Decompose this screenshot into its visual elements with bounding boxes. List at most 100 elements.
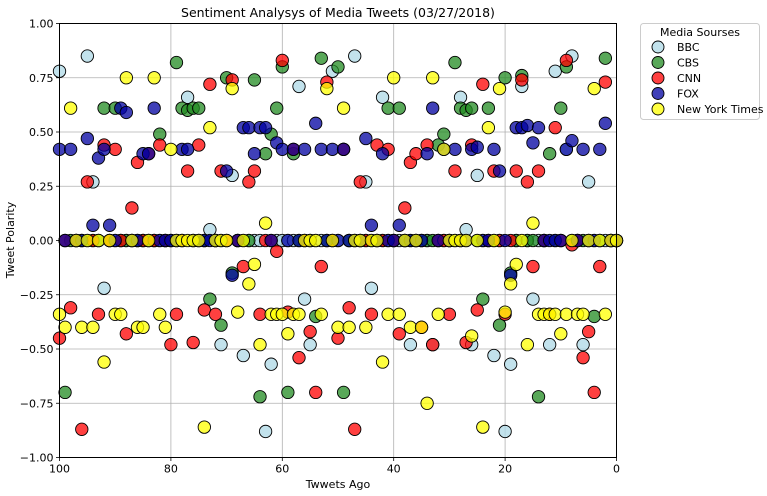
legend-item-bbc: BBC bbox=[651, 40, 700, 54]
point-bbc bbox=[364, 281, 379, 295]
legend-title: Media Sourses bbox=[660, 26, 740, 39]
point-cnn bbox=[236, 259, 250, 274]
legend-item-cnn: CNN bbox=[651, 71, 701, 85]
point-bbc bbox=[258, 424, 273, 439]
point-cnn bbox=[180, 164, 195, 178]
chart-title: Sentiment Analysys of Media Tweets (03/2… bbox=[181, 5, 495, 20]
point-bbc bbox=[487, 348, 501, 363]
point-fox bbox=[80, 131, 95, 146]
point-fox bbox=[147, 101, 161, 115]
point-cnn bbox=[587, 385, 601, 400]
legend-marker-cnn bbox=[651, 71, 665, 85]
point-new-york-times bbox=[426, 71, 440, 85]
point-new-york-times bbox=[403, 320, 418, 334]
point-cbs bbox=[203, 292, 217, 306]
point-cnn bbox=[448, 164, 462, 178]
point-fox bbox=[448, 142, 462, 157]
point-cnn bbox=[476, 77, 490, 91]
point-new-york-times bbox=[359, 320, 373, 334]
point-new-york-times bbox=[593, 233, 607, 248]
point-new-york-times bbox=[63, 101, 78, 115]
legend-item-cbs: CBS bbox=[651, 56, 699, 70]
point-new-york-times bbox=[114, 307, 128, 321]
point-new-york-times bbox=[565, 233, 579, 248]
point-new-york-times bbox=[242, 277, 256, 291]
legend-marker-cbs bbox=[651, 56, 665, 69]
point-fox bbox=[102, 218, 117, 232]
point-new-york-times bbox=[504, 277, 518, 291]
point-fox bbox=[258, 121, 273, 135]
point-new-york-times bbox=[119, 71, 133, 85]
point-cbs bbox=[554, 101, 568, 115]
point-cbs bbox=[531, 390, 546, 404]
point-cnn bbox=[63, 301, 78, 315]
point-bbc bbox=[303, 338, 317, 352]
point-cbs bbox=[281, 385, 295, 400]
point-cnn bbox=[247, 164, 262, 178]
point-fox bbox=[297, 142, 312, 157]
point-cnn bbox=[526, 259, 540, 274]
x-tick-label: 20 bbox=[498, 463, 512, 476]
point-new-york-times bbox=[158, 320, 172, 334]
point-new-york-times bbox=[554, 327, 568, 341]
y-axis-label: Tweet Polarity bbox=[4, 201, 17, 279]
point-bbc bbox=[498, 424, 512, 439]
point-cnn bbox=[342, 301, 356, 315]
point-cnn bbox=[582, 324, 596, 339]
point-fox bbox=[247, 147, 262, 161]
point-cnn bbox=[309, 385, 323, 400]
point-cnn bbox=[303, 324, 317, 339]
point-cnn bbox=[509, 164, 523, 178]
point-cbs bbox=[192, 101, 206, 115]
point-new-york-times bbox=[548, 307, 562, 321]
legend-label-bbc: BBC bbox=[677, 41, 700, 54]
point-bbc bbox=[297, 292, 312, 306]
point-fox bbox=[286, 142, 301, 157]
point-new-york-times bbox=[409, 233, 423, 248]
point-fox bbox=[309, 116, 323, 130]
point-cnn bbox=[192, 138, 206, 152]
point-fox bbox=[364, 218, 379, 232]
point-bbc bbox=[348, 49, 362, 63]
point-new-york-times bbox=[97, 355, 111, 369]
point-fox bbox=[281, 233, 295, 248]
point-new-york-times bbox=[431, 307, 445, 321]
point-cnn bbox=[275, 53, 289, 68]
point-cnn bbox=[531, 164, 546, 178]
point-bbc bbox=[292, 79, 306, 94]
point-new-york-times bbox=[136, 320, 150, 334]
point-cbs bbox=[392, 101, 406, 115]
point-cnn bbox=[426, 338, 440, 352]
point-fox bbox=[375, 147, 390, 161]
series-fox bbox=[52, 101, 624, 282]
point-fox bbox=[275, 142, 289, 157]
point-cbs bbox=[437, 127, 451, 141]
point-cbs bbox=[543, 147, 557, 161]
point-fox bbox=[593, 142, 607, 157]
point-cbs bbox=[498, 71, 512, 85]
point-fox bbox=[531, 121, 546, 135]
point-new-york-times bbox=[459, 233, 473, 248]
point-bbc bbox=[180, 90, 195, 104]
point-cnn bbox=[125, 201, 139, 215]
point-fox bbox=[97, 142, 111, 157]
point-new-york-times bbox=[392, 307, 406, 321]
point-cnn bbox=[593, 259, 607, 274]
point-new-york-times bbox=[576, 307, 590, 321]
point-new-york-times bbox=[219, 233, 234, 248]
legend-label-cnn: CNN bbox=[677, 72, 701, 85]
point-cbs bbox=[381, 101, 395, 115]
point-new-york-times bbox=[342, 320, 356, 334]
point-new-york-times bbox=[281, 327, 295, 341]
point-new-york-times bbox=[314, 307, 328, 321]
point-fox bbox=[520, 118, 535, 133]
point-bbc bbox=[576, 338, 590, 352]
point-cbs bbox=[336, 385, 351, 400]
y-tick-label: 0.75 bbox=[29, 72, 54, 85]
point-new-york-times bbox=[515, 233, 529, 248]
point-new-york-times bbox=[414, 320, 429, 334]
point-fox bbox=[264, 233, 278, 248]
point-new-york-times bbox=[231, 305, 245, 319]
point-new-york-times bbox=[353, 233, 367, 248]
point-bbc bbox=[375, 90, 390, 104]
